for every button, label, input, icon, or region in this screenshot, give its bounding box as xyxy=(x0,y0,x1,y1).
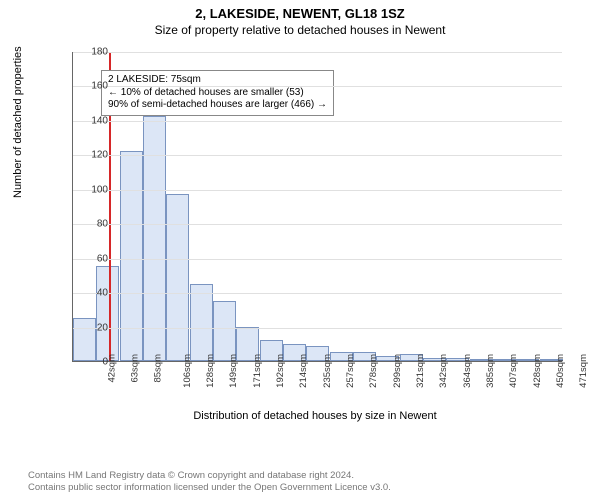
gridline xyxy=(73,224,562,225)
title-block: 2, LAKESIDE, NEWENT, GL18 1SZ Size of pr… xyxy=(0,0,600,37)
gridline xyxy=(73,86,562,87)
xtick-label: 235sqm xyxy=(321,354,332,388)
ytick-label: 0 xyxy=(78,357,108,368)
y-axis-label: Number of detached properties xyxy=(12,46,24,198)
gridline xyxy=(73,52,562,53)
gridline xyxy=(73,259,562,260)
xtick-label: 63sqm xyxy=(130,354,141,383)
annotation-box: 2 LAKESIDE: 75sqm ← 10% of detached hous… xyxy=(101,70,334,116)
annotation-line2: ← 10% of detached houses are smaller (53… xyxy=(108,87,327,100)
annotation-line3: 90% of semi-detached houses are larger (… xyxy=(108,99,327,112)
title-subtitle: Size of property relative to detached ho… xyxy=(0,23,600,37)
gridline xyxy=(73,328,562,329)
x-axis-label: Distribution of detached houses by size … xyxy=(50,410,580,468)
xtick-label: 106sqm xyxy=(181,354,192,388)
xtick-label: 149sqm xyxy=(228,354,239,388)
xtick-label: 85sqm xyxy=(153,354,164,383)
gridline xyxy=(73,190,562,191)
ytick-label: 160 xyxy=(78,81,108,92)
plot-area: 2 LAKESIDE: 75sqm ← 10% of detached hous… xyxy=(72,52,562,362)
xtick-label: 278sqm xyxy=(368,354,379,388)
footer-line1: Contains HM Land Registry data © Crown c… xyxy=(28,470,391,482)
ytick-label: 180 xyxy=(78,47,108,58)
xtick-label: 192sqm xyxy=(275,354,286,388)
ytick-label: 120 xyxy=(78,150,108,161)
xtick-label: 257sqm xyxy=(345,354,356,388)
gridline xyxy=(73,155,562,156)
gridline xyxy=(73,121,562,122)
xtick-label: 471sqm xyxy=(578,354,589,388)
xtick-label: 342sqm xyxy=(438,354,449,388)
footer-line2: Contains public sector information licen… xyxy=(28,482,391,494)
xtick-label: 128sqm xyxy=(205,354,216,388)
xtick-label: 428sqm xyxy=(531,354,542,388)
bar xyxy=(190,284,213,362)
xtick-label: 407sqm xyxy=(508,354,519,388)
xtick-label: 450sqm xyxy=(555,354,566,388)
ytick-label: 80 xyxy=(78,219,108,230)
ytick-label: 100 xyxy=(78,184,108,195)
annotation-line1: 2 LAKESIDE: 75sqm xyxy=(108,74,327,87)
bar xyxy=(143,116,166,361)
gridline xyxy=(73,293,562,294)
ytick-label: 60 xyxy=(78,253,108,264)
bar xyxy=(120,151,143,361)
footer: Contains HM Land Registry data © Crown c… xyxy=(28,470,391,494)
xtick-label: 321sqm xyxy=(415,354,426,388)
xtick-label: 299sqm xyxy=(391,354,402,388)
bar xyxy=(166,194,189,361)
xtick-label: 364sqm xyxy=(461,354,472,388)
ytick-label: 40 xyxy=(78,288,108,299)
bar xyxy=(213,301,236,361)
xtick-label: 385sqm xyxy=(485,354,496,388)
ytick-label: 140 xyxy=(78,115,108,126)
title-address: 2, LAKESIDE, NEWENT, GL18 1SZ xyxy=(0,6,600,21)
xtick-label: 171sqm xyxy=(251,354,262,388)
chart: Number of detached properties 2 LAKESIDE… xyxy=(50,48,580,418)
bar xyxy=(96,266,119,361)
ytick-label: 20 xyxy=(78,322,108,333)
xtick-label: 214sqm xyxy=(298,354,309,388)
